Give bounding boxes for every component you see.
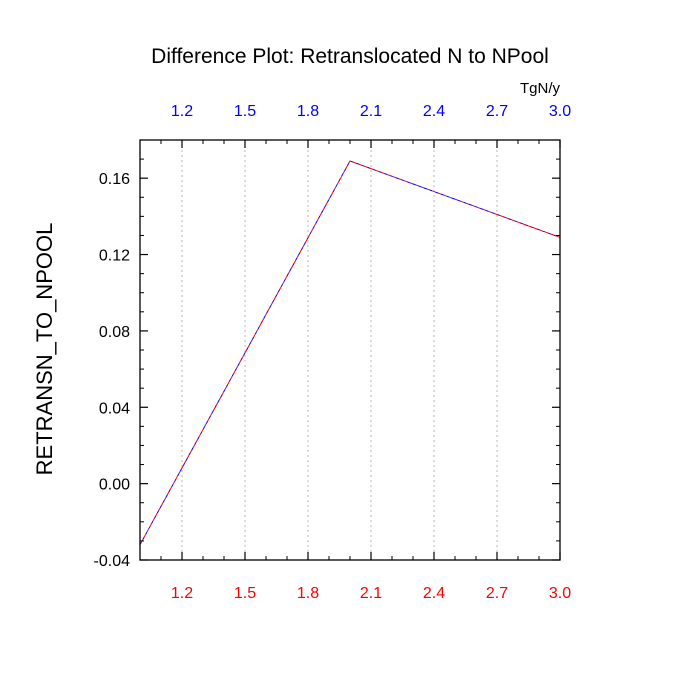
x-tick-label-top: 1.8 <box>297 103 319 120</box>
x-tick-label-top: 2.7 <box>486 103 508 120</box>
series-lines <box>139 160 561 545</box>
y-tick-label: 0.04 <box>99 400 130 417</box>
y-tick-label: 0.00 <box>99 477 130 494</box>
x-tick-label-bottom: 2.4 <box>423 585 445 602</box>
x-tick-label-bottom: 2.7 <box>486 585 508 602</box>
y-tick-label: 0.08 <box>99 324 130 341</box>
top-x-tick-labels: 1.2 1.5 1.8 2.1 2.4 2.7 3.0 <box>171 103 571 120</box>
x-tick-label-top: 1.5 <box>234 103 256 120</box>
chart-title: Difference Plot: Retranslocated N to NPo… <box>151 45 549 68</box>
y-axis-label: RETRANSN_TO_NPOOL <box>32 223 57 476</box>
x-tick-label-top: 2.1 <box>360 103 382 120</box>
series-line <box>139 160 561 545</box>
x-tick-label-bottom: 2.1 <box>360 585 382 602</box>
x-tick-label-bottom: 3.0 <box>549 585 571 602</box>
y-tick-label: 0.12 <box>99 248 130 265</box>
x-tick-label-bottom: 1.8 <box>297 585 319 602</box>
grid-lines <box>181 140 498 560</box>
x-tick-label-bottom: 1.2 <box>171 585 193 602</box>
y-tick-label: -0.04 <box>94 553 131 570</box>
tick-marks <box>140 139 561 561</box>
x-tick-label-bottom: 1.5 <box>234 585 256 602</box>
series-line <box>139 160 561 545</box>
bottom-x-tick-labels: 1.2 1.5 1.8 2.1 2.4 2.7 3.0 <box>171 585 571 602</box>
x-tick-label-top: 2.4 <box>423 103 445 120</box>
y-tick-label: 0.16 <box>99 171 130 188</box>
x-tick-label-top: 1.2 <box>171 103 193 120</box>
y-tick-labels: -0.04 0.00 0.04 0.08 0.12 0.16 <box>94 171 131 570</box>
x-tick-label-top: 3.0 <box>549 103 571 120</box>
top-axis-units-label: TgN/y <box>520 80 561 97</box>
